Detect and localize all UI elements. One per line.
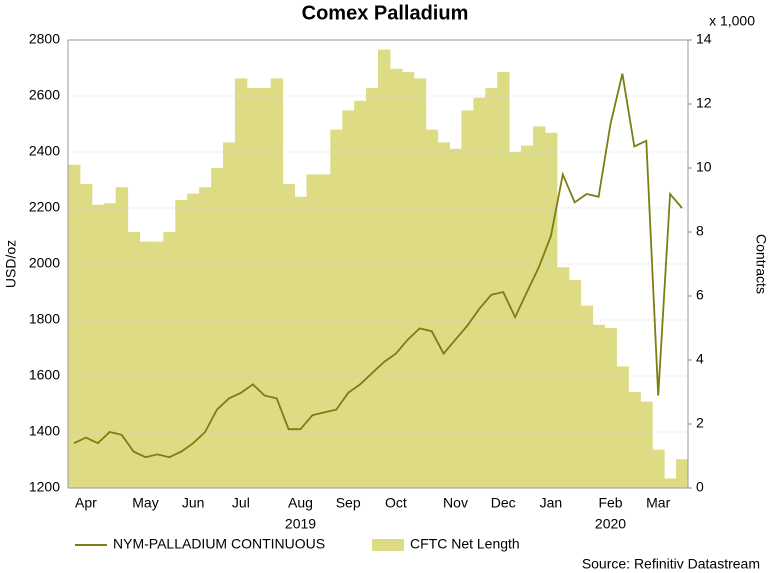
y2-tick-label: 8 — [696, 223, 704, 239]
y2-tick-label: 6 — [696, 287, 704, 303]
area-step — [497, 72, 510, 488]
y-tick-label: 2400 — [29, 143, 60, 159]
area-step — [187, 193, 200, 488]
area-step — [79, 184, 93, 488]
area-step — [425, 129, 439, 488]
y2-tick-label: 12 — [696, 95, 712, 111]
x-tick-label: Nov — [443, 495, 468, 511]
source-note: Source: Refinitiv Datastream — [582, 556, 760, 572]
plot-frame — [67, 39, 689, 489]
y2-tick-label: 14 — [696, 31, 712, 47]
year-label: 2020 — [595, 516, 626, 532]
y2-multiplier: x 1,000 — [709, 13, 755, 29]
y-axis-label: USD/oz — [3, 240, 19, 288]
x-tick-label: Jul — [232, 495, 250, 511]
x-tick-label: Mar — [646, 495, 670, 511]
y2-tick-label: 0 — [696, 479, 704, 495]
area-step — [294, 196, 307, 489]
legend-label: NYM-PALLADIUM CONTINUOUS — [113, 536, 325, 552]
x-tick-label: Feb — [598, 495, 622, 511]
area-step — [199, 187, 212, 488]
x-tick-label: Jun — [182, 495, 205, 511]
y2-tick-label: 2 — [696, 415, 704, 431]
price-line — [73, 73, 683, 459]
area-step — [544, 132, 558, 489]
y-tick-label: 2000 — [29, 255, 60, 271]
x-tick-label: May — [132, 495, 158, 511]
area-step — [378, 49, 391, 488]
area-step — [533, 126, 546, 489]
area-step — [103, 203, 117, 488]
area-layer — [68, 49, 689, 489]
area-step — [211, 168, 224, 488]
area-step — [91, 204, 105, 489]
area-step — [139, 241, 152, 488]
area-step — [604, 328, 617, 488]
area-step — [485, 88, 498, 488]
x-tick-label: Aug — [288, 495, 313, 511]
area-step — [449, 148, 462, 489]
area-step — [616, 366, 629, 488]
y-tick-label: 2200 — [29, 199, 60, 215]
area-step — [258, 88, 272, 488]
area-step — [330, 129, 343, 488]
y-tick-label: 2600 — [29, 87, 60, 103]
area-step — [366, 88, 379, 488]
area-step — [509, 152, 522, 488]
area-step — [521, 145, 534, 488]
area-step — [151, 241, 164, 488]
area-step — [127, 232, 141, 488]
y-tick-label: 2800 — [29, 31, 60, 47]
area-step — [115, 187, 129, 488]
area-step — [223, 142, 236, 488]
x-tick-label: Oct — [385, 495, 407, 511]
area-step — [354, 100, 367, 489]
x-tick-label: Apr — [75, 495, 97, 511]
area-step — [652, 449, 665, 488]
area-step — [580, 305, 594, 488]
year-label: 2019 — [285, 516, 316, 532]
area-step — [318, 174, 331, 488]
area-step — [163, 232, 176, 488]
area-step — [568, 280, 582, 488]
area-step — [640, 401, 653, 488]
x-tick-label: Dec — [491, 495, 516, 511]
area-step — [306, 174, 319, 488]
area-step — [556, 267, 570, 488]
area-step — [473, 97, 486, 488]
y-tick-label: 1800 — [29, 311, 60, 327]
area-step — [664, 478, 677, 488]
area-step — [342, 110, 355, 489]
legend-label: CFTC Net Length — [410, 536, 520, 552]
y-tick-label: 1600 — [29, 367, 60, 383]
area-step — [246, 88, 260, 488]
area-step — [389, 68, 403, 489]
chart-title: Comex Palladium — [302, 2, 469, 24]
area-step — [234, 78, 248, 489]
area-step — [592, 324, 606, 488]
area-step — [676, 459, 689, 488]
y-tick-label: 1400 — [29, 423, 60, 439]
area-step — [401, 72, 415, 488]
legend-swatch — [372, 539, 404, 551]
y2-tick-label: 10 — [696, 159, 712, 175]
area-step — [282, 184, 296, 488]
y2-tick-label: 4 — [696, 351, 704, 367]
area-step — [413, 78, 427, 489]
area-step — [175, 200, 188, 488]
y-tick-label: 1200 — [29, 479, 60, 495]
area-step — [461, 110, 474, 489]
area-step — [437, 142, 451, 488]
area-step — [270, 78, 284, 489]
x-tick-label: Jan — [540, 495, 563, 511]
y2-axis-label: Contracts — [753, 234, 769, 294]
x-tick-label: Sep — [336, 495, 361, 511]
area-step — [68, 164, 81, 489]
area-step — [628, 392, 641, 488]
